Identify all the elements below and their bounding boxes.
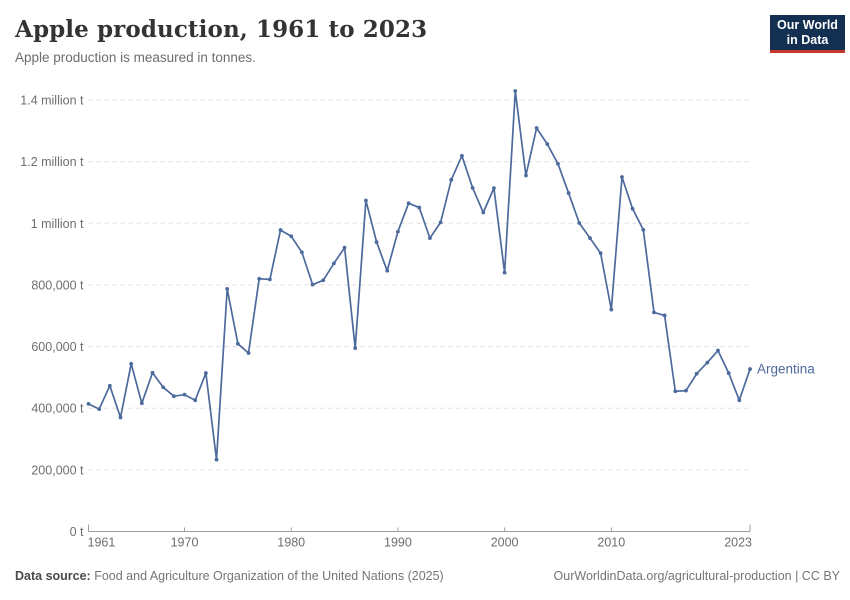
- data-point-2003: [534, 126, 539, 130]
- data-point-2017: [684, 388, 688, 393]
- data-point-2008: [588, 236, 592, 240]
- data-point-1997: [470, 185, 475, 190]
- y-axis-tick-label: 200,000 t: [31, 463, 84, 477]
- data-point-2018: [694, 371, 699, 376]
- data-point-1972: [203, 371, 208, 375]
- data-point-1981: [299, 250, 304, 255]
- x-axis-tick-label: 2000: [491, 536, 519, 550]
- data-point-2000: [502, 270, 507, 275]
- y-axis-tick-label: 0 t: [70, 525, 84, 539]
- data-point-1992: [417, 205, 422, 210]
- y-axis-tick-label: 400,000 t: [31, 402, 84, 416]
- data-point-1987: [364, 198, 368, 203]
- data-point-2005: [556, 161, 560, 166]
- x-axis-tick-label: 1970: [171, 536, 199, 550]
- data-point-1998: [481, 210, 486, 215]
- data-point-2023: [748, 367, 752, 371]
- data-point-1975: [235, 341, 240, 346]
- data-point-1979: [278, 228, 283, 232]
- data-point-1973: [214, 457, 219, 462]
- data-point-1969: [171, 394, 176, 399]
- data-source-label: Data source:: [15, 569, 91, 583]
- y-axis-tick-label: 1.2 million t: [20, 155, 84, 169]
- data-point-2007: [577, 221, 582, 225]
- y-axis-tick-label: 1 million t: [31, 217, 84, 231]
- x-axis-tick-label: 1980: [277, 536, 305, 550]
- data-point-1988: [374, 240, 379, 244]
- data-point-1991: [406, 201, 411, 206]
- data-point-2022: [737, 398, 742, 403]
- data-point-1999: [492, 186, 496, 191]
- y-axis-tick-label: 1.4 million t: [20, 94, 84, 108]
- owid-link[interactable]: OurWorldinData.org/agricultural-producti…: [553, 569, 840, 583]
- data-point-1986: [353, 346, 358, 351]
- data-point-1978: [267, 277, 272, 282]
- data-point-2021: [726, 371, 731, 375]
- data-point-2006: [566, 191, 571, 195]
- data-point-1982: [310, 282, 315, 287]
- y-axis-tick-label: 600,000 t: [31, 340, 84, 354]
- data-point-2020: [716, 348, 720, 353]
- owid-logo-line2: in Data: [786, 33, 829, 47]
- data-point-1961: [86, 401, 91, 406]
- data-point-1977: [257, 276, 262, 281]
- data-point-1980: [289, 234, 294, 239]
- data-point-2001: [513, 89, 518, 93]
- data-point-1989: [385, 268, 390, 273]
- data-point-1995: [449, 177, 454, 182]
- data-point-1964: [118, 415, 123, 420]
- data-point-2009: [598, 251, 603, 256]
- x-axis-tick-label: 1961: [88, 536, 116, 550]
- data-point-1983: [321, 278, 326, 283]
- series-label-argentina: Argentina: [757, 362, 815, 377]
- data-point-2011: [620, 175, 624, 179]
- x-axis-tick-label: 2023: [724, 536, 752, 550]
- data-source: Data source: Food and Agriculture Organi…: [15, 569, 444, 583]
- data-point-1970: [182, 392, 187, 397]
- page-title: Apple production, 1961 to 2023: [15, 16, 428, 43]
- data-point-2004: [545, 142, 550, 146]
- data-point-1990: [396, 229, 400, 234]
- owid-logo-line1: Our World: [777, 18, 838, 32]
- data-source-text: Food and Agriculture Organization of the…: [90, 569, 444, 583]
- data-point-2014: [652, 310, 656, 315]
- data-point-1974: [225, 287, 230, 291]
- data-point-1966: [139, 401, 144, 406]
- data-point-1976: [246, 351, 251, 355]
- data-point-1968: [161, 385, 166, 390]
- data-point-2002: [524, 173, 528, 178]
- data-point-1965: [129, 361, 134, 366]
- data-point-2016: [673, 389, 678, 394]
- data-point-1967: [150, 370, 155, 375]
- data-point-1996: [460, 153, 464, 158]
- data-point-1985: [342, 245, 347, 250]
- x-axis-tick-label: 2010: [597, 536, 625, 550]
- data-point-2015: [662, 313, 667, 318]
- data-point-2012: [630, 206, 635, 211]
- data-line: [87, 90, 751, 461]
- data-point-2010: [609, 307, 614, 312]
- data-point-2019: [705, 360, 710, 365]
- x-axis-tick-label: 1990: [384, 536, 412, 550]
- data-point-1963: [107, 383, 112, 388]
- data-point-1962: [97, 407, 102, 412]
- y-axis-tick-label: 800,000 t: [31, 278, 84, 292]
- owid-logo[interactable]: Our World in Data: [770, 15, 845, 53]
- data-point-2013: [641, 227, 646, 232]
- chart-footer: Data source: Food and Agriculture Organi…: [15, 569, 840, 583]
- data-point-1984: [331, 261, 336, 266]
- chart-subtitle: Apple production is measured in tonnes.: [15, 50, 256, 65]
- data-point-1994: [438, 220, 443, 225]
- data-point-1993: [428, 236, 432, 240]
- data-point-1971: [193, 398, 198, 403]
